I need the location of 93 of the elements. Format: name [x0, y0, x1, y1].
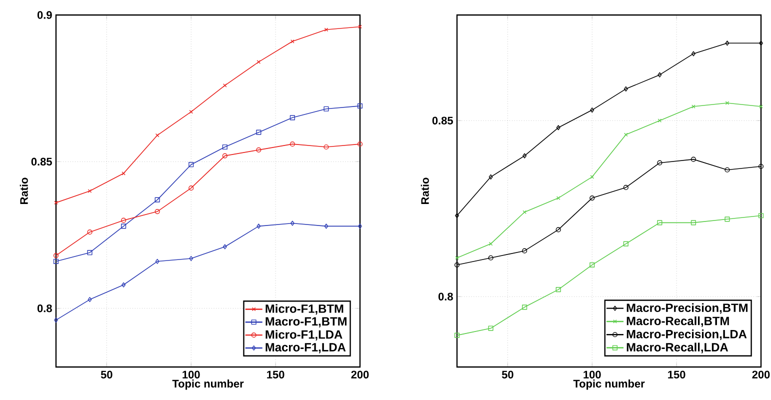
x-tick-label: 150 — [267, 370, 284, 378]
point — [222, 84, 227, 88]
point — [121, 224, 126, 229]
point — [488, 255, 494, 260]
point — [657, 220, 662, 226]
point — [290, 220, 294, 226]
x-tick-label: 50 — [100, 370, 112, 378]
legend-label: Macro-Precision,BTM — [626, 303, 748, 314]
point — [590, 196, 595, 201]
x-tick-label: 200 — [752, 370, 770, 378]
point — [222, 153, 228, 158]
point — [725, 101, 730, 105]
point — [122, 282, 126, 288]
point — [488, 326, 494, 331]
point — [556, 196, 560, 200]
point — [724, 167, 730, 172]
x-axis-title: Topic number — [573, 380, 645, 390]
point — [290, 115, 295, 120]
x-tick-label: 200 — [351, 370, 369, 378]
legend-label: Micro-F1,LDA — [266, 330, 342, 340]
point — [53, 258, 59, 264]
point — [121, 218, 126, 223]
point — [624, 132, 628, 137]
point — [290, 142, 295, 147]
point — [522, 248, 528, 254]
legend-label: Macro-Recall,BTM — [626, 316, 729, 327]
y-tick-label: 0.85 — [31, 158, 52, 166]
point — [324, 144, 329, 150]
point — [657, 160, 662, 166]
point — [87, 230, 92, 235]
point — [154, 197, 160, 202]
point — [357, 103, 363, 108]
point — [290, 40, 294, 44]
y-tick-label: 0.8 — [37, 304, 52, 312]
y-tick-label: 0.8 — [438, 292, 453, 300]
point — [88, 296, 92, 302]
point — [154, 208, 160, 214]
legend-label: Macro-Precision,LDA — [626, 330, 747, 340]
point — [189, 110, 194, 114]
point — [488, 174, 493, 180]
point — [623, 241, 628, 246]
y-axis-title: Ratio — [20, 178, 28, 204]
x-tick-label: 150 — [668, 370, 686, 378]
legend-label: Macro-Recall,LDA — [626, 342, 728, 354]
point — [590, 175, 594, 179]
point — [188, 162, 194, 168]
point — [522, 304, 528, 310]
point — [690, 220, 696, 226]
point — [488, 242, 493, 246]
point — [324, 106, 329, 112]
point — [256, 147, 262, 152]
point — [725, 40, 730, 46]
legend-label: Micro-F1,BTM — [266, 304, 344, 315]
point — [556, 287, 561, 292]
point — [690, 156, 696, 162]
point — [256, 224, 261, 229]
x-axis-title: Topic number — [172, 380, 244, 390]
point — [324, 28, 328, 32]
x-tick-label: 50 — [502, 370, 514, 378]
point — [222, 244, 227, 250]
point — [623, 184, 628, 190]
point — [590, 108, 594, 113]
point — [556, 227, 561, 232]
x-tick-label: 100 — [584, 370, 601, 378]
legend-label: Macro-F1,LDA — [266, 343, 346, 354]
y-axis-title: Ratio — [420, 178, 429, 204]
y-tick-label: 0.9 — [37, 11, 52, 19]
point — [87, 250, 92, 256]
point — [590, 262, 595, 268]
point — [522, 153, 527, 158]
point — [189, 256, 194, 262]
point — [691, 51, 696, 56]
point — [222, 144, 228, 150]
point — [724, 216, 730, 222]
x-tick-label: 100 — [182, 370, 200, 378]
point — [188, 186, 194, 191]
point — [658, 118, 662, 122]
point — [692, 104, 696, 108]
point — [256, 130, 262, 135]
point — [155, 133, 160, 138]
point — [522, 210, 526, 214]
point — [454, 332, 460, 338]
point — [624, 86, 628, 92]
y-tick-label: 0.85 — [432, 116, 453, 124]
point — [758, 213, 764, 218]
point — [324, 224, 328, 229]
point — [256, 60, 261, 64]
point — [122, 172, 126, 176]
point — [658, 72, 662, 78]
point — [556, 125, 560, 130]
point — [155, 258, 160, 264]
point — [88, 189, 92, 193]
legend-label: Macro-F1,BTM — [266, 317, 346, 328]
